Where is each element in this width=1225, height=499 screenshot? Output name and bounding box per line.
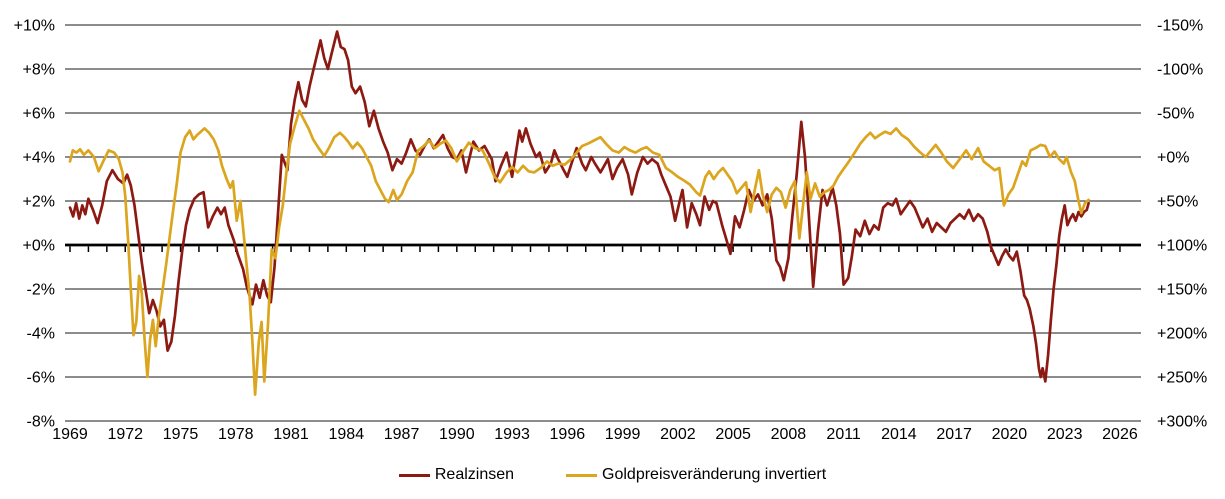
legend-item-realzinsen: Realzinsen <box>398 466 515 484</box>
y-axis-label-left: -6% <box>27 370 55 387</box>
y-axis-label-left: -2% <box>27 282 55 299</box>
y-axis-label-left: -4% <box>27 326 55 343</box>
x-axis-label: 1993 <box>494 426 530 443</box>
x-axis-label: 2014 <box>881 426 917 443</box>
series-line-goldpreis <box>68 109 1090 396</box>
x-axis-label: 1990 <box>439 426 475 443</box>
series-line-realzinsen <box>68 30 1090 383</box>
y-axis-label-left: +6% <box>23 106 55 123</box>
x-axis-label: 1987 <box>384 426 420 443</box>
x-axis-label: 1969 <box>52 426 88 443</box>
x-axis-label: 1996 <box>550 426 586 443</box>
y-axis-label-right: -150% <box>1157 18 1203 35</box>
chart-plot-area: +10% -150% +8% -100% +6% -50% +4% +0% +2% +50% +0%… <box>14 18 1208 444</box>
y-axis-label-right: -50% <box>1157 106 1194 123</box>
legend-swatch-goldpreis <box>566 473 598 477</box>
x-axis-label: 1984 <box>329 426 365 443</box>
y-axis-label-right: +300% <box>1157 414 1207 431</box>
x-axis-label: 1975 <box>163 426 199 443</box>
x-axis-label: 1978 <box>218 426 254 443</box>
x-axis-label: 2026 <box>1102 426 1138 443</box>
x-axis-label: 1981 <box>273 426 309 443</box>
legend-label-realzinsen: Realzinsen <box>434 466 515 483</box>
legend-label-goldpreis: Goldpreisveränderung invertiert <box>602 466 827 483</box>
y-axis-label-right: +50% <box>1157 194 1198 211</box>
legend-item-goldpreis: Goldpreisveränderung invertiert <box>566 466 826 484</box>
y-axis-label-right: +200% <box>1157 326 1207 343</box>
x-axis-label: 2002 <box>660 426 696 443</box>
y-axis-label-left: +10% <box>14 18 55 35</box>
y-axis-label-right: +250% <box>1157 370 1207 387</box>
legend: Realzinsen Goldpreisveränderung invertie… <box>0 466 1225 484</box>
legend-swatch-realzinsen <box>398 473 430 477</box>
x-axis-label: 2023 <box>1047 426 1083 443</box>
y-axis-label-left: +8% <box>23 62 55 79</box>
x-axis-label: 1972 <box>107 426 143 443</box>
x-axis-label: 2005 <box>715 426 751 443</box>
y-axis-label-left: +4% <box>23 150 55 167</box>
x-axis-label: 1999 <box>605 426 641 443</box>
y-axis-label-right: +150% <box>1157 282 1207 299</box>
y-axis-label-left: +2% <box>23 194 55 211</box>
x-axis-label: 2020 <box>992 426 1028 443</box>
y-axis-label-right: +100% <box>1157 238 1207 255</box>
y-axis-label-right: +0% <box>1157 150 1189 167</box>
x-axis-label: 2008 <box>771 426 807 443</box>
y-axis-label-right: -100% <box>1157 62 1203 79</box>
x-axis-label: 2011 <box>826 426 861 443</box>
x-axis-label: 2017 <box>936 426 972 443</box>
y-axis-label-left: -8% <box>27 414 55 431</box>
y-axis-label-left: +0% <box>23 238 55 255</box>
